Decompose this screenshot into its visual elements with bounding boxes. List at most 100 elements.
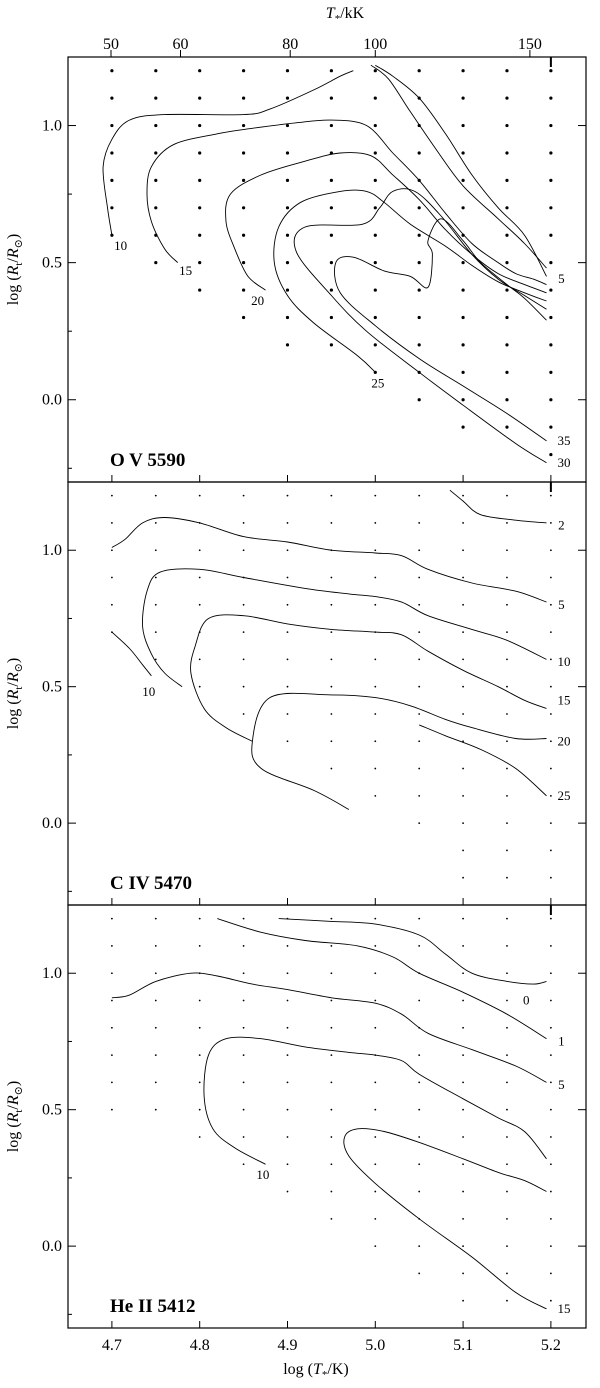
contour-line <box>190 614 547 742</box>
model-grid-point <box>198 1136 201 1138</box>
model-grid-point <box>417 206 421 210</box>
contour-label: 2 <box>558 518 565 533</box>
model-grid-point <box>417 233 421 237</box>
model-grid-point <box>330 603 333 606</box>
model-grid-point <box>506 740 508 743</box>
model-grid-point <box>506 945 508 947</box>
model-grid-point <box>506 1054 508 1056</box>
model-grid-point <box>329 178 333 182</box>
model-grid-point <box>374 1163 377 1166</box>
model-grid-point <box>285 315 290 320</box>
model-grid-point <box>330 999 333 1002</box>
model-grid-point <box>462 1245 464 1248</box>
model-grid-point <box>285 178 290 182</box>
model-grid-point <box>462 1026 464 1029</box>
model-grid-point <box>506 1190 508 1193</box>
model-grid-point <box>110 151 114 155</box>
top-axis-label: T*/kK <box>326 5 365 25</box>
model-grid-point <box>286 576 289 579</box>
model-grid-point <box>373 178 377 182</box>
model-grid-point <box>286 1054 289 1056</box>
model-grid-point <box>462 1299 464 1302</box>
model-grid-point <box>154 494 157 497</box>
model-grid-point <box>549 917 552 920</box>
model-grid-point <box>330 972 333 975</box>
model-grid-point <box>198 233 202 237</box>
model-grid-point <box>549 1163 552 1166</box>
model-grid-point <box>506 713 508 715</box>
model-grid-point <box>506 1163 508 1166</box>
model-grid-point <box>549 658 552 661</box>
model-grid-point <box>374 1136 377 1138</box>
model-grid-point <box>418 999 421 1002</box>
contour-line <box>146 119 547 286</box>
contour-label: 25 <box>558 788 571 803</box>
y-tick-label: 0.0 <box>42 1238 62 1255</box>
model-grid-point <box>198 151 202 155</box>
model-grid-point <box>285 261 290 265</box>
model-grid-point <box>549 1026 552 1029</box>
contour-line <box>111 972 547 1083</box>
model-grid-point <box>418 494 421 497</box>
model-grid-point <box>330 1136 333 1138</box>
model-grid-point <box>329 96 333 100</box>
contour-line <box>102 70 354 236</box>
model-grid-point <box>198 1081 201 1084</box>
model-grid-point <box>374 494 377 497</box>
model-grid-point <box>330 494 333 497</box>
y-tick-label: 0.0 <box>42 392 62 409</box>
model-grid-point <box>110 945 113 947</box>
model-grid-point <box>110 123 114 128</box>
model-grid-point <box>154 261 158 265</box>
y-tick-label: 0.5 <box>42 679 62 696</box>
model-grid-point <box>242 1054 245 1056</box>
model-grid-point <box>110 576 113 579</box>
model-grid-point <box>198 603 201 606</box>
model-grid-point <box>418 549 421 552</box>
model-grid-point <box>374 1245 377 1248</box>
contour-label: 35 <box>558 433 571 448</box>
model-grid-point <box>461 370 465 374</box>
model-grid-point <box>154 522 157 524</box>
model-grid-point <box>286 999 289 1002</box>
model-grid-point <box>461 288 465 292</box>
model-grid-point <box>242 917 245 920</box>
model-grid-point <box>285 206 290 210</box>
model-grid-point <box>506 849 508 852</box>
model-grid-point <box>462 658 464 661</box>
model-grid-point <box>505 123 509 128</box>
model-grid-point <box>506 822 508 825</box>
model-grid-point <box>506 876 508 879</box>
model-grid-point <box>417 398 421 402</box>
model-grid-point <box>374 945 377 947</box>
model-grid-point <box>505 288 509 292</box>
model-grid-point <box>374 972 377 975</box>
model-grid-point <box>505 151 509 155</box>
model-grid-point <box>462 1190 464 1193</box>
model-grid-point <box>154 576 157 579</box>
model-grid-point <box>418 1108 421 1111</box>
model-grid-point <box>462 631 464 633</box>
contour-label: 15 <box>558 1301 571 1316</box>
contour-label: 20 <box>558 733 571 748</box>
model-grid-point <box>110 522 113 524</box>
model-grid-point <box>462 1217 464 1220</box>
model-grid-point <box>286 972 289 975</box>
model-grid-point <box>461 123 465 128</box>
contour-label: 30 <box>558 455 571 470</box>
model-grid-point <box>374 522 377 524</box>
contour-label: 15 <box>179 263 192 278</box>
model-grid-point <box>462 876 464 879</box>
model-grid-point <box>462 713 464 715</box>
model-grid-point <box>285 233 290 237</box>
model-grid-point <box>154 151 158 155</box>
model-grid-point <box>418 713 421 715</box>
model-grid-point <box>198 69 202 73</box>
top-tick-label: 100 <box>363 36 387 53</box>
model-grid-point <box>506 658 508 661</box>
model-grid-point <box>242 685 245 688</box>
model-grid-point <box>461 398 465 402</box>
model-grid-point <box>242 713 245 715</box>
model-grid-point <box>549 96 553 100</box>
